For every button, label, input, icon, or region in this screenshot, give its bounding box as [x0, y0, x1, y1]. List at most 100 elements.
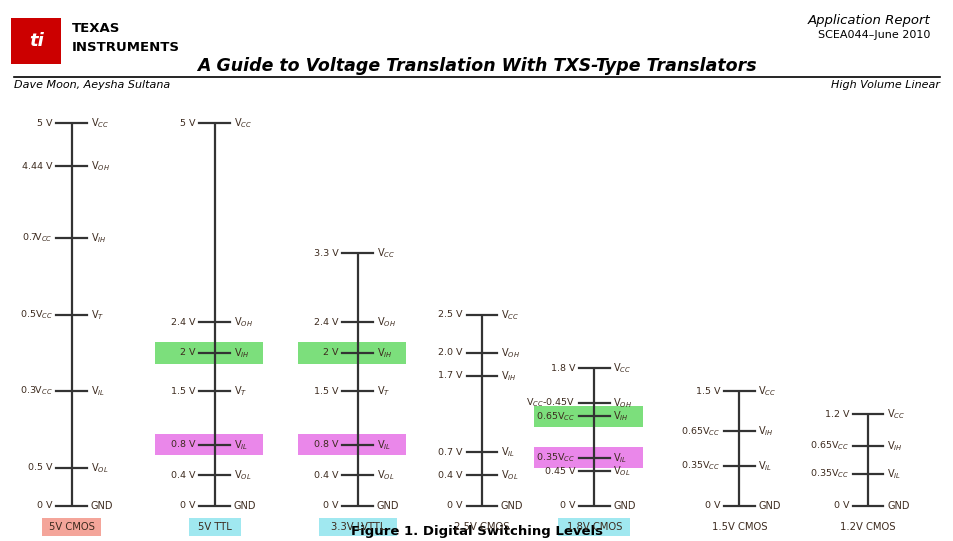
Text: 5V TTL: 5V TTL: [197, 522, 232, 532]
Text: V$_{IH}$: V$_{IH}$: [376, 346, 392, 360]
Text: V$_{OH}$: V$_{OH}$: [500, 346, 519, 360]
FancyBboxPatch shape: [318, 518, 396, 536]
Text: 0 V: 0 V: [37, 502, 52, 510]
Text: 1.2V CMOS: 1.2V CMOS: [840, 522, 895, 532]
Text: 5 V: 5 V: [180, 119, 195, 128]
Text: V$_{IL}$: V$_{IL}$: [500, 445, 515, 459]
Text: 3.3V LVTTL: 3.3V LVTTL: [331, 522, 384, 532]
Text: V$_{CC}$-0.45V: V$_{CC}$-0.45V: [526, 397, 575, 409]
Text: 0.65V$_{CC}$: 0.65V$_{CC}$: [680, 425, 720, 438]
Text: 0.7V$_{CC}$: 0.7V$_{CC}$: [22, 232, 52, 245]
Text: V$_{IL}$: V$_{IL}$: [613, 451, 627, 465]
Text: V$_{OL}$: V$_{OL}$: [613, 465, 630, 478]
Text: V$_{OL}$: V$_{OL}$: [233, 469, 251, 482]
Text: 3.3 V: 3.3 V: [314, 249, 338, 258]
Text: 2.4 V: 2.4 V: [314, 318, 338, 327]
Text: V$_{OH}$: V$_{OH}$: [91, 160, 110, 173]
FancyBboxPatch shape: [154, 342, 263, 364]
Text: V$_{IH}$: V$_{IH}$: [91, 232, 106, 245]
Text: 0.65V$_{CC}$: 0.65V$_{CC}$: [536, 410, 575, 423]
Text: 0.4 V: 0.4 V: [437, 471, 462, 480]
Text: V$_{OH}$: V$_{OH}$: [613, 395, 632, 410]
FancyBboxPatch shape: [297, 434, 406, 456]
Text: V$_{IL}$: V$_{IL}$: [758, 459, 772, 473]
Text: V$_{OL}$: V$_{OL}$: [376, 469, 394, 482]
Text: 0.7 V: 0.7 V: [437, 448, 462, 457]
Text: 0 V: 0 V: [833, 502, 848, 510]
Text: V$_{T}$: V$_{T}$: [91, 308, 104, 321]
Text: GND: GND: [613, 501, 636, 511]
Text: 1.8 V: 1.8 V: [550, 364, 575, 373]
FancyBboxPatch shape: [534, 447, 642, 469]
Text: V$_{IH}$: V$_{IH}$: [233, 346, 249, 360]
Text: 0.35V$_{CC}$: 0.35V$_{CC}$: [809, 467, 848, 480]
Text: V$_{CC}$: V$_{CC}$: [376, 247, 395, 260]
Text: 2 V: 2 V: [180, 348, 195, 358]
Text: 0 V: 0 V: [447, 502, 462, 510]
Text: V$_{CC}$: V$_{CC}$: [613, 361, 631, 375]
Text: TEXAS: TEXAS: [71, 22, 120, 35]
Text: 0.5 V: 0.5 V: [28, 463, 52, 472]
Text: 0.65V$_{CC}$: 0.65V$_{CC}$: [809, 440, 848, 452]
Text: V$_{CC}$: V$_{CC}$: [91, 117, 109, 130]
Text: V$_{OL}$: V$_{OL}$: [91, 461, 108, 474]
Text: 0 V: 0 V: [323, 502, 338, 510]
Text: V$_{IH}$: V$_{IH}$: [613, 410, 628, 423]
Text: 1.5 V: 1.5 V: [314, 387, 338, 395]
Text: 0.4 V: 0.4 V: [314, 471, 338, 480]
Text: V$_{IH}$: V$_{IH}$: [758, 424, 773, 438]
Text: GND: GND: [91, 501, 113, 511]
Text: Dave Moon, Aeysha Sultana: Dave Moon, Aeysha Sultana: [14, 80, 171, 90]
Text: Application Report: Application Report: [806, 14, 929, 27]
FancyBboxPatch shape: [297, 342, 406, 364]
Text: V$_{IL}$: V$_{IL}$: [91, 384, 105, 398]
Text: V$_{CC}$: V$_{CC}$: [758, 384, 776, 398]
Text: V$_{IL}$: V$_{IL}$: [886, 467, 901, 480]
Text: V$_{T}$: V$_{T}$: [376, 384, 390, 398]
FancyBboxPatch shape: [534, 406, 642, 427]
Text: 0.8 V: 0.8 V: [314, 440, 338, 449]
FancyBboxPatch shape: [11, 18, 61, 64]
FancyBboxPatch shape: [154, 434, 263, 456]
Text: 0.45 V: 0.45 V: [544, 467, 575, 476]
Text: V$_{T}$: V$_{T}$: [233, 384, 247, 398]
FancyBboxPatch shape: [558, 518, 630, 536]
Text: INSTRUMENTS: INSTRUMENTS: [71, 41, 179, 54]
Text: High Volume Linear: High Volume Linear: [830, 80, 939, 90]
Text: 0.3V$_{CC}$: 0.3V$_{CC}$: [20, 385, 52, 398]
Text: 2.4 V: 2.4 V: [171, 318, 195, 327]
Text: V$_{CC}$: V$_{CC}$: [886, 407, 904, 421]
Text: V$_{IL}$: V$_{IL}$: [233, 438, 248, 452]
Text: 0.4 V: 0.4 V: [171, 471, 195, 480]
Text: 0.8 V: 0.8 V: [171, 440, 195, 449]
Text: V$_{CC}$: V$_{CC}$: [500, 308, 518, 321]
Text: V$_{OH}$: V$_{OH}$: [233, 315, 253, 329]
FancyBboxPatch shape: [189, 518, 240, 536]
Text: 0 V: 0 V: [559, 502, 575, 510]
Text: Figure 1. Digital Switching Levels: Figure 1. Digital Switching Levels: [351, 525, 602, 538]
Text: ti: ti: [29, 32, 44, 50]
Text: 5V CMOS: 5V CMOS: [49, 522, 94, 532]
Text: 1.7 V: 1.7 V: [437, 371, 462, 380]
Text: GND: GND: [376, 501, 399, 511]
Text: V$_{CC}$: V$_{CC}$: [233, 117, 252, 130]
FancyBboxPatch shape: [42, 518, 101, 536]
Text: V$_{OL}$: V$_{OL}$: [500, 469, 517, 482]
Text: 2.0 V: 2.0 V: [437, 348, 462, 358]
Text: GND: GND: [500, 501, 523, 511]
Text: V$_{OH}$: V$_{OH}$: [376, 315, 395, 329]
Text: V$_{IH}$: V$_{IH}$: [886, 439, 902, 453]
Text: 4.44 V: 4.44 V: [22, 162, 52, 171]
Text: V$_{IH}$: V$_{IH}$: [500, 369, 516, 382]
Text: 0.35V$_{CC}$: 0.35V$_{CC}$: [536, 451, 575, 464]
Text: 5 V: 5 V: [37, 119, 52, 128]
Text: GND: GND: [886, 501, 909, 511]
Text: 2.5V CMOS: 2.5V CMOS: [454, 522, 509, 532]
Text: 2 V: 2 V: [323, 348, 338, 358]
Text: 0.5V$_{CC}$: 0.5V$_{CC}$: [19, 308, 52, 321]
Text: 1.5 V: 1.5 V: [695, 387, 720, 395]
Text: 1.8V CMOS: 1.8V CMOS: [566, 522, 621, 532]
Text: V$_{IL}$: V$_{IL}$: [376, 438, 391, 452]
Text: 0.35V$_{CC}$: 0.35V$_{CC}$: [680, 459, 720, 472]
Text: SCEA044–June 2010: SCEA044–June 2010: [817, 30, 929, 40]
